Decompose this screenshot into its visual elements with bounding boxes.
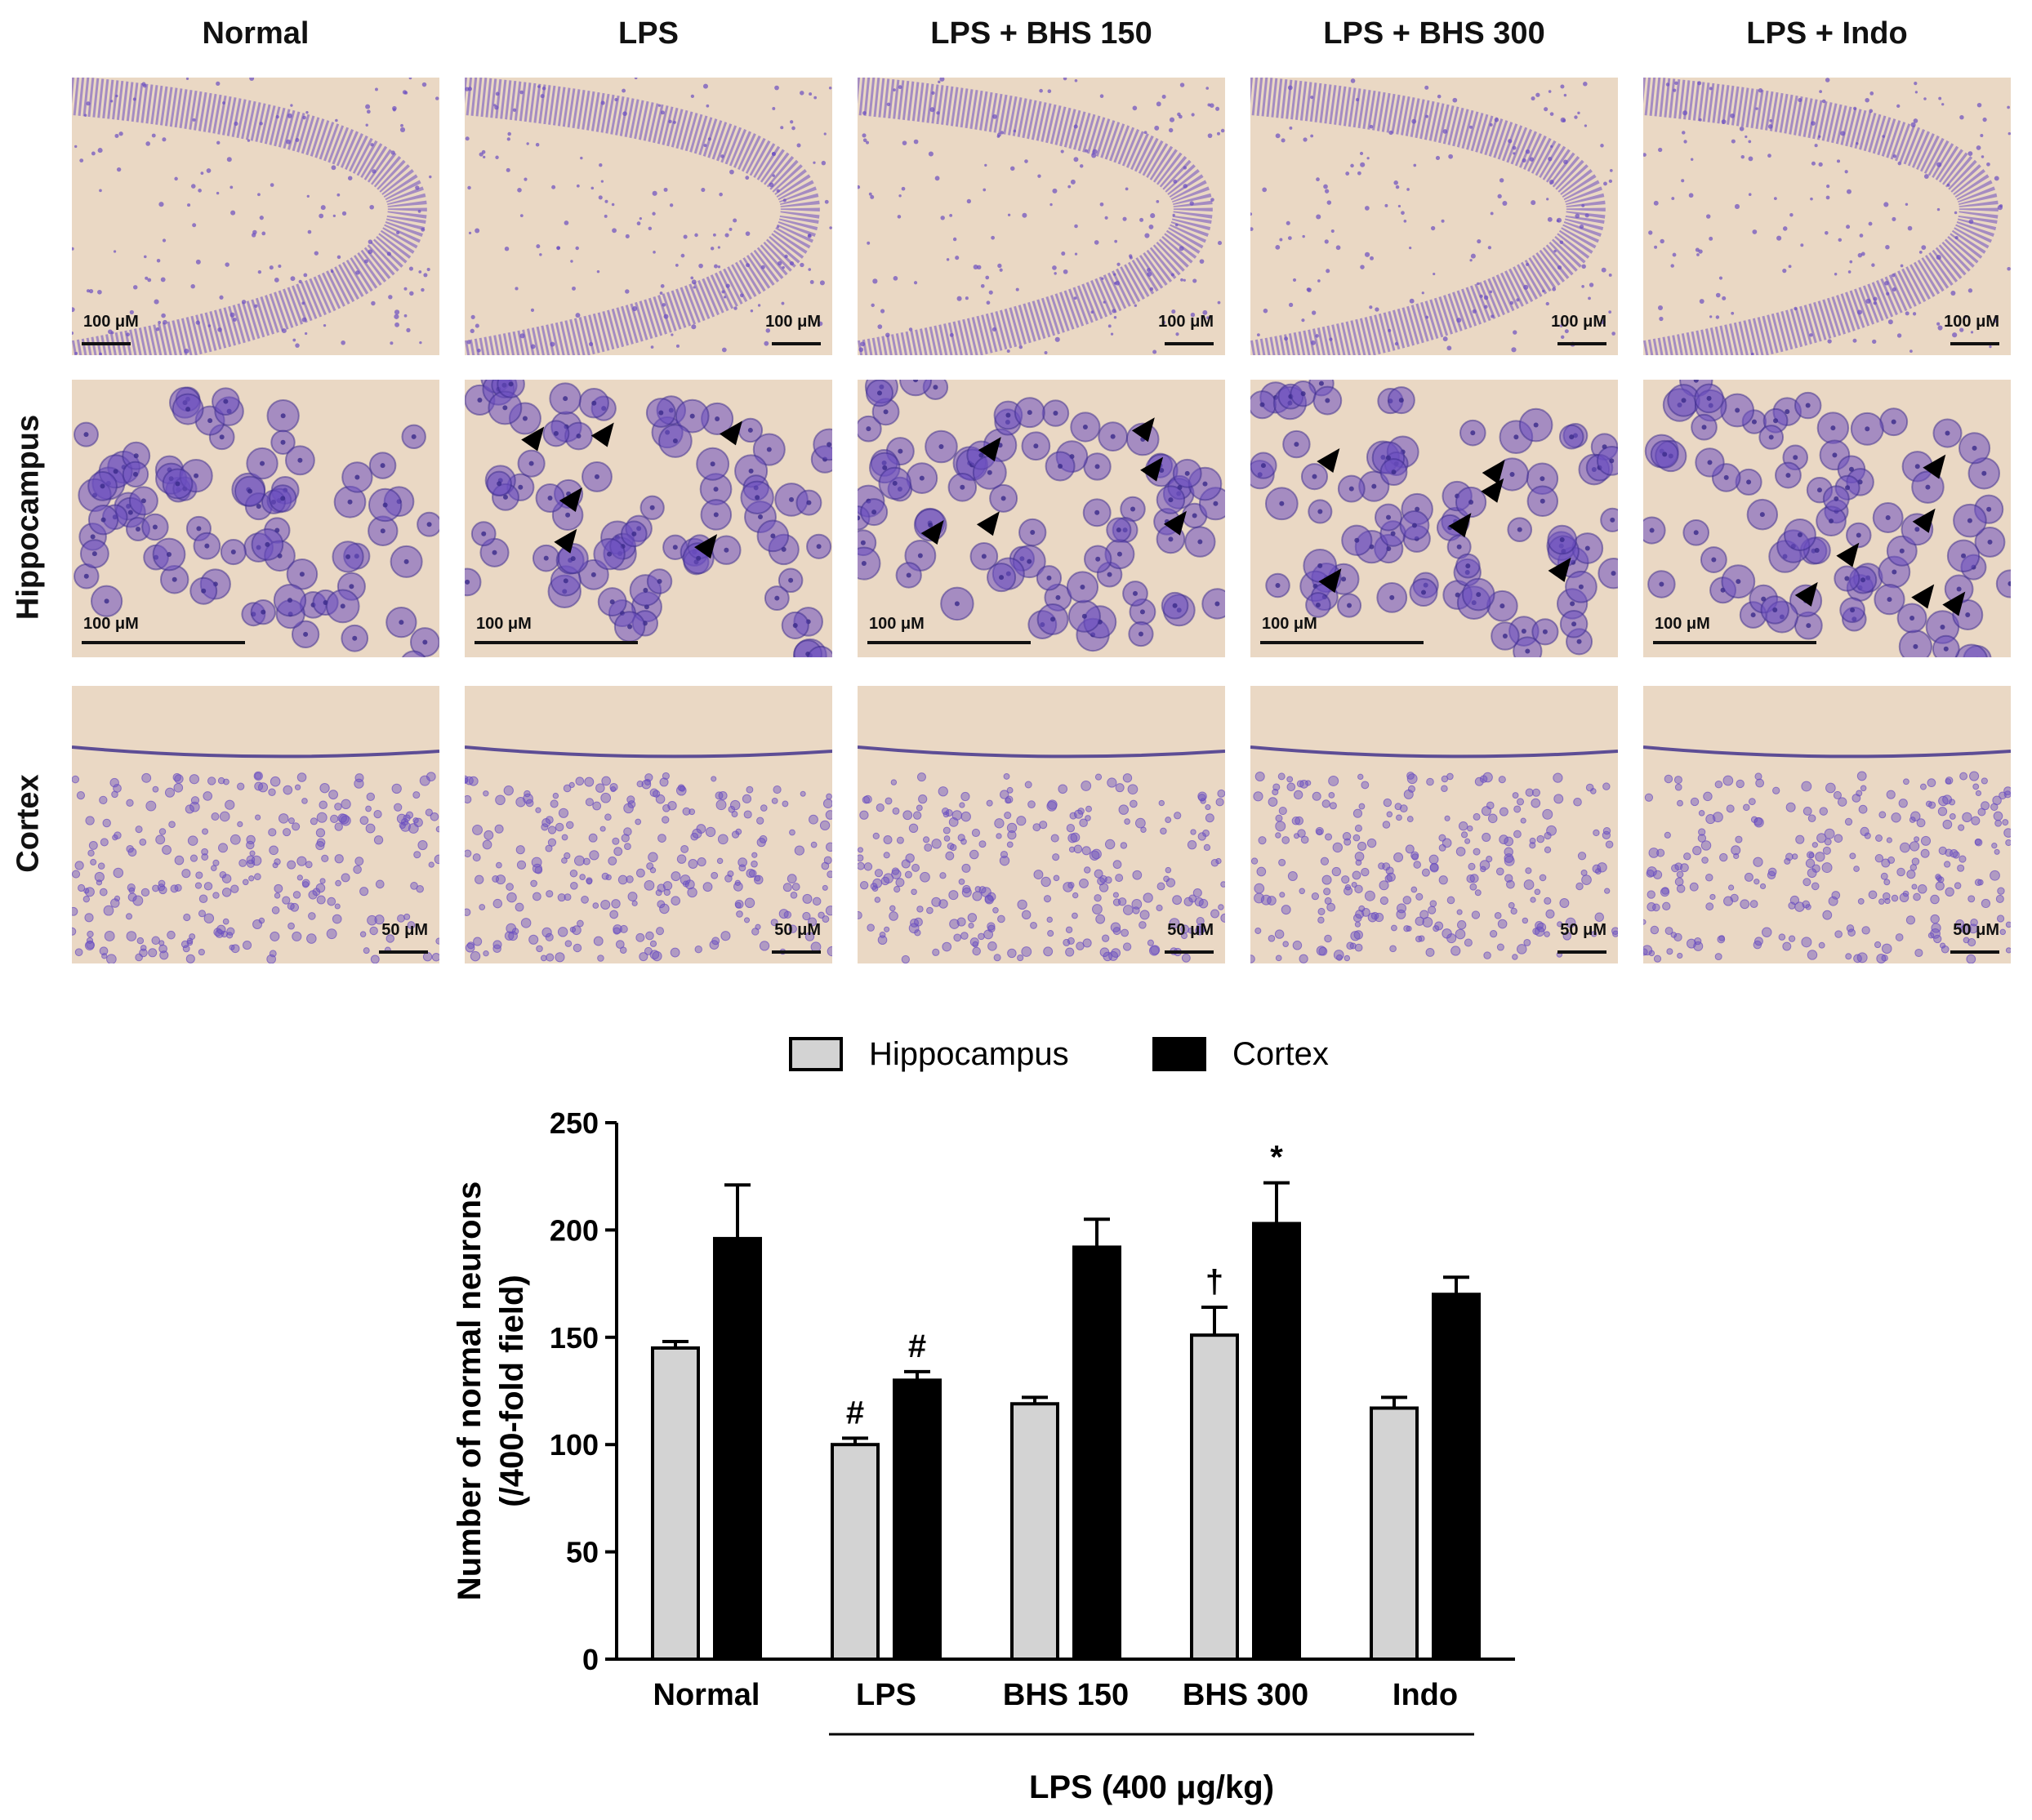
bar-hippocampus-lps <box>831 1443 880 1661</box>
column-title-lps-bhs150: LPS + BHS 150 <box>930 16 1152 51</box>
scale-bar-label: 100 μM <box>476 615 532 633</box>
scale-bar <box>1557 342 1606 345</box>
scale-bar-label: 50 μM <box>1953 921 1999 939</box>
column-title-lps-bhs300: LPS + BHS 300 <box>1323 16 1545 51</box>
group-label: LPS (400 μg/kg) <box>1029 1769 1274 1805</box>
y-tick-label: 150 <box>550 1321 599 1355</box>
scale-bar <box>379 950 428 954</box>
significance-marker: † <box>1205 1264 1223 1300</box>
micrograph-r2-c5: 100 μM <box>1643 380 2011 657</box>
scale-bar-label: 100 μM <box>1262 615 1317 633</box>
scale-bar <box>1950 342 1999 345</box>
scale-bar-label: 100 μM <box>83 615 139 633</box>
scale-bar <box>867 641 1031 644</box>
scale-bar-label: 50 μM <box>1167 921 1214 939</box>
bar-chart: Hippocampus Cortex 0 50 100 150 200 250 Number … <box>452 1036 1515 1805</box>
significance-marker: # <box>846 1395 864 1431</box>
micrograph-r1-c4: 100 μM <box>1250 78 1618 355</box>
y-axis-label-line2: (/400-fold field) <box>494 1275 530 1506</box>
column-title-lps: LPS <box>618 16 679 51</box>
micrograph-r3-c2: 50 μM <box>465 686 832 963</box>
scale-bar <box>1165 342 1214 345</box>
scale-bar <box>772 342 821 345</box>
micrograph-r3-c3: 50 μM <box>858 686 1225 963</box>
micrograph-r3-c4: 50 μM <box>1250 686 1618 963</box>
y-tick-label: 100 <box>550 1428 599 1462</box>
scale-bar-label: 100 μM <box>1551 313 1606 331</box>
scale-bar <box>82 641 245 644</box>
scale-bar-label: 50 μM <box>381 921 428 939</box>
bar-hippocampus-indo <box>1370 1406 1419 1661</box>
column-title-lps-indo: LPS + Indo <box>1746 16 1908 51</box>
scale-bar <box>1950 950 1999 954</box>
scale-bar-label: 50 μM <box>774 921 821 939</box>
micrograph-r2-c2: 100 μM <box>465 380 832 657</box>
x-tick-label: Indo <box>1393 1678 1458 1712</box>
significance-marker: * <box>1270 1140 1283 1176</box>
bar-cortex-lps <box>893 1378 942 1661</box>
scale-bar-label: 100 μM <box>83 313 139 331</box>
legend-swatch-cortex <box>1152 1037 1206 1071</box>
y-tick-label: 0 <box>582 1643 599 1676</box>
micrograph-r2-c3: 100 μM <box>858 380 1225 657</box>
y-axis-label: Number of normal neurons <box>452 1181 488 1600</box>
scale-bar <box>772 950 821 954</box>
scale-bar <box>1557 950 1606 954</box>
bar-hippocampus-bhs300 <box>1190 1333 1239 1661</box>
scale-bar-label: 50 μM <box>1560 921 1606 939</box>
micrograph-r1-c2: 100 μM <box>465 78 832 355</box>
scale-bar-label: 100 μM <box>1158 313 1214 331</box>
row-title-cortex: Cortex <box>11 774 46 873</box>
scale-bar <box>1653 641 1816 644</box>
bar-hippocampus-bhs150 <box>1010 1402 1059 1661</box>
row-title-hippocampus: Hippocampus <box>11 414 46 621</box>
y-tick-label: 50 <box>566 1536 599 1569</box>
column-title-normal: Normal <box>202 16 310 51</box>
y-tick-label: 200 <box>550 1213 599 1247</box>
legend-label-hippocampus: Hippocampus <box>869 1036 1069 1072</box>
scale-bar <box>82 342 131 345</box>
scale-bar-label: 100 μM <box>869 615 925 633</box>
micrograph-r3-c5: 50 μM <box>1643 686 2011 963</box>
x-tick-label: BHS 300 <box>1183 1678 1308 1712</box>
bar-cortex-bhs300 <box>1252 1221 1301 1661</box>
x-tick-label: BHS 150 <box>1003 1678 1129 1712</box>
scale-bar-label: 100 μM <box>1944 313 1999 331</box>
micrograph-r2-c4: 100 μM <box>1250 380 1618 657</box>
scale-bar <box>475 641 638 644</box>
scale-bar <box>1165 950 1214 954</box>
scale-bar-label: 100 μM <box>765 313 821 331</box>
micrograph-r1-c3: 100 μM <box>858 78 1225 355</box>
micrograph-r3-c1: 50 μM <box>72 686 439 963</box>
legend-label-cortex: Cortex <box>1232 1036 1329 1072</box>
scale-bar-label: 100 μM <box>1655 615 1710 633</box>
x-tick-label: Normal <box>653 1678 760 1712</box>
bar-hippocampus-normal <box>651 1346 700 1661</box>
bar-cortex-normal <box>713 1236 762 1661</box>
micrograph-r1-c5: 100 μM <box>1643 78 2011 355</box>
scale-bar <box>1260 641 1424 644</box>
significance-marker: # <box>908 1328 926 1364</box>
micrograph-r2-c1: 100 μM <box>72 380 439 657</box>
bar-cortex-bhs150 <box>1072 1245 1121 1661</box>
y-tick-label: 250 <box>550 1106 599 1140</box>
micrograph-r1-c1: 100 μM <box>72 78 439 355</box>
legend-swatch-hippocampus <box>789 1037 843 1071</box>
bar-cortex-indo <box>1432 1293 1481 1661</box>
x-tick-label: LPS <box>856 1678 916 1712</box>
